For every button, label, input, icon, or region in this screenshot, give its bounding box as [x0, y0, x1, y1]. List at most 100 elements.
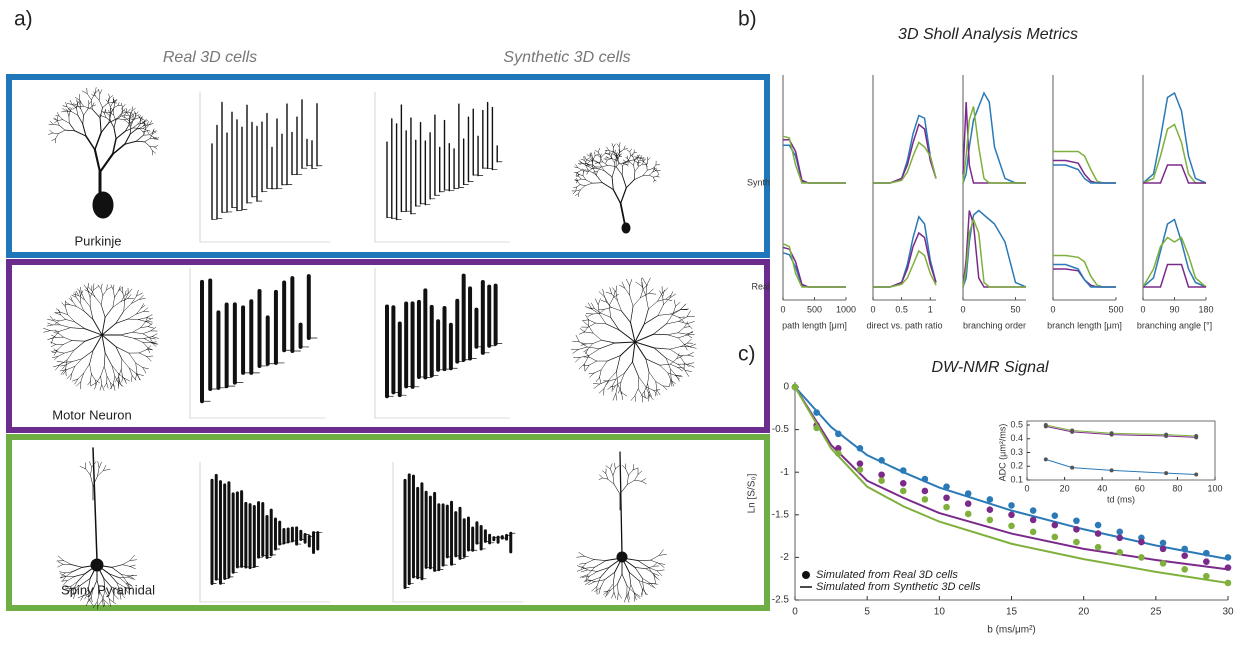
branch [124, 127, 134, 132]
branch [583, 326, 589, 333]
branch [151, 333, 158, 337]
branch [600, 153, 606, 158]
sholl-curve [782, 135, 846, 184]
branch [578, 346, 588, 350]
dot [921, 496, 929, 503]
dot [1159, 560, 1167, 567]
x-axis-label: direct vs. path ratio [866, 320, 942, 330]
branch [108, 573, 118, 584]
branch [136, 373, 141, 381]
dot [899, 479, 907, 487]
branch [603, 380, 609, 389]
branch [102, 111, 107, 113]
dot [943, 494, 950, 502]
branch [146, 314, 153, 318]
branch [135, 308, 142, 315]
branch [143, 307, 148, 312]
branch [60, 314, 66, 320]
branch [110, 382, 112, 389]
branch [634, 341, 655, 349]
branch [634, 474, 639, 481]
branch [612, 188, 622, 205]
branch [59, 324, 71, 328]
branch [140, 121, 145, 125]
branch [581, 565, 588, 571]
branch [57, 555, 64, 561]
branch [621, 281, 626, 289]
branch [73, 587, 75, 594]
branch [612, 475, 615, 485]
branch [125, 117, 130, 122]
branch [152, 150, 156, 154]
branch [582, 168, 584, 173]
branch [596, 168, 605, 171]
branch [108, 93, 110, 99]
branch [665, 295, 671, 300]
branch [618, 149, 620, 153]
branch [595, 377, 600, 382]
branch [99, 117, 102, 134]
branch [106, 284, 108, 291]
branch [74, 130, 87, 137]
fit-line [794, 386, 1229, 584]
branch [587, 343, 593, 350]
branch [70, 373, 72, 381]
branch [613, 592, 617, 599]
branch [597, 298, 601, 306]
branch [617, 155, 620, 160]
branch [650, 559, 659, 564]
branch [93, 285, 99, 291]
branch [687, 354, 694, 357]
branch [577, 167, 583, 171]
branch [87, 589, 90, 600]
branch [669, 358, 677, 365]
branch [129, 110, 133, 117]
branch [588, 169, 596, 175]
branch [113, 594, 119, 600]
branch [124, 140, 137, 145]
branch [612, 287, 617, 293]
branch [595, 174, 603, 183]
branch [71, 358, 83, 362]
branch [604, 571, 616, 581]
branch [597, 567, 610, 572]
branch [626, 149, 631, 153]
branch [626, 164, 629, 167]
branch [588, 360, 597, 366]
branch [665, 298, 673, 301]
inset-dot [1164, 432, 1169, 437]
branch [63, 580, 68, 586]
branch [585, 164, 590, 166]
branch [580, 178, 587, 181]
dot [1029, 516, 1037, 524]
dot [1051, 512, 1059, 519]
branch [153, 136, 157, 138]
branch [595, 298, 599, 306]
branch [599, 163, 605, 171]
branch [132, 123, 139, 129]
branch [578, 174, 584, 176]
branch [686, 310, 691, 318]
branch [101, 334, 117, 348]
dot [964, 510, 972, 518]
branch [60, 576, 67, 578]
branch [641, 480, 647, 485]
branch [88, 101, 92, 105]
branch [132, 327, 141, 333]
branch [623, 148, 628, 150]
branch [154, 138, 159, 140]
branch [594, 160, 600, 164]
branch [655, 168, 658, 171]
branch [594, 308, 602, 314]
branch [588, 372, 595, 374]
branch [136, 373, 144, 376]
branch [116, 113, 123, 119]
branch [123, 377, 130, 382]
branch [619, 341, 636, 357]
branch [581, 342, 587, 345]
branch [585, 313, 594, 315]
branch [678, 337, 685, 345]
sholl-curve [962, 91, 1026, 184]
branch [79, 466, 87, 470]
branch [659, 363, 671, 366]
